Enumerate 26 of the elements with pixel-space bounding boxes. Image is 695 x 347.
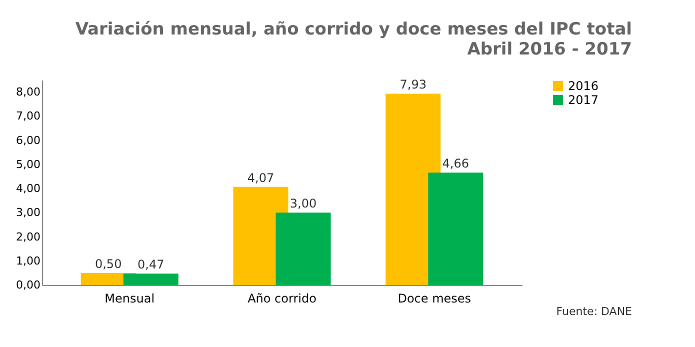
y-tick-label: 7,00 bbox=[16, 110, 40, 123]
y-tick-label: 8,00 bbox=[16, 86, 40, 99]
bar bbox=[428, 172, 484, 285]
y-tick-label: 6,00 bbox=[16, 134, 40, 147]
x-tick-label: Doce meses bbox=[398, 292, 472, 306]
data-label: 4,07 bbox=[247, 170, 274, 185]
data-label: 0,47 bbox=[138, 258, 164, 272]
chart-title: Variación mensual, año corrido y doce meses del IPC total bbox=[75, 20, 632, 40]
data-label: 7,93 bbox=[400, 78, 426, 92]
data-label: 3,00 bbox=[290, 196, 317, 211]
y-tick-label: 4,00 bbox=[16, 182, 40, 196]
data-label: 0,50 bbox=[94, 256, 122, 271]
y-tick-label: 3,00 bbox=[16, 206, 40, 220]
bar bbox=[276, 212, 331, 285]
y-tick-label: 1,00 bbox=[16, 254, 40, 268]
data-label: 4,66 bbox=[442, 156, 470, 171]
legend-label: 2016 bbox=[568, 79, 599, 93]
y-tick-label: 5,00 bbox=[16, 158, 40, 171]
legend-label: 2017 bbox=[568, 93, 599, 107]
y-tick-label: 0,00 bbox=[16, 278, 40, 292]
y-tick-label: 2,00 bbox=[16, 230, 40, 244]
x-tick-label: Año corrido bbox=[248, 292, 316, 306]
bar bbox=[123, 274, 178, 285]
x-tick-label: Mensual bbox=[104, 292, 155, 306]
source-note: Fuente: DANE bbox=[556, 305, 632, 318]
chart-subtitle: Abril 2016 - 2017 bbox=[467, 40, 632, 60]
